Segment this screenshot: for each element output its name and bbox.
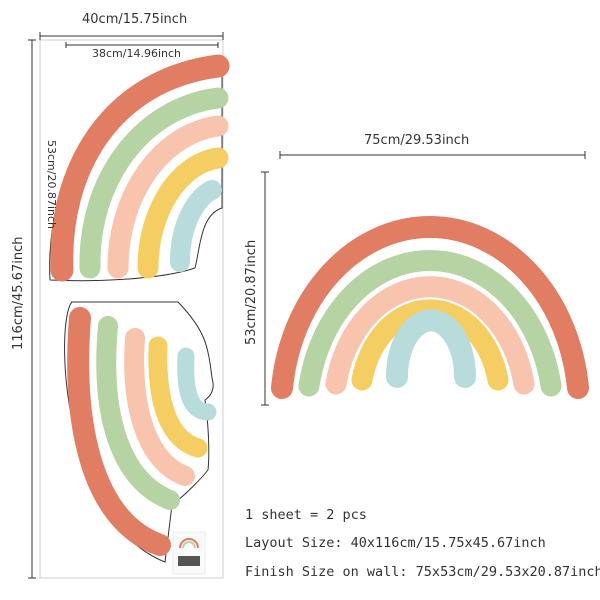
inner-width-dimension-line — [65, 42, 219, 48]
sheet-height-label: 116cm/45.67inch — [11, 236, 26, 350]
info-layout-size: Layout Size: 40x116cm/15.75x45.67inch — [245, 535, 546, 551]
info-finish-size: Finish Size on wall: 75x53cm/29.53x20.87… — [245, 564, 600, 580]
bottom-rainbow-half — [64, 301, 217, 563]
barcode-label — [172, 531, 206, 575]
sheet-width-label: 40cm/15.75inch — [82, 12, 188, 27]
info-pieces: 1 sheet = 2 pcs — [245, 507, 367, 523]
finished-width-dimension-line — [279, 151, 586, 159]
finished-height-dimension-line — [261, 171, 269, 406]
half-rainbow-height-label: 53cm/20.87inch — [45, 140, 58, 230]
sheet-height-dimension-line — [28, 39, 36, 579]
finished-width-label: 75cm/29.53inch — [364, 133, 470, 148]
sheet-width-dimension-line — [39, 32, 224, 40]
finished-height-label: 53cm/20.87inch — [244, 239, 259, 345]
inner-width-label: 38cm/14.96inch — [92, 47, 182, 60]
top-rainbow-half — [49, 54, 230, 282]
finished-rainbow — [271, 216, 589, 399]
